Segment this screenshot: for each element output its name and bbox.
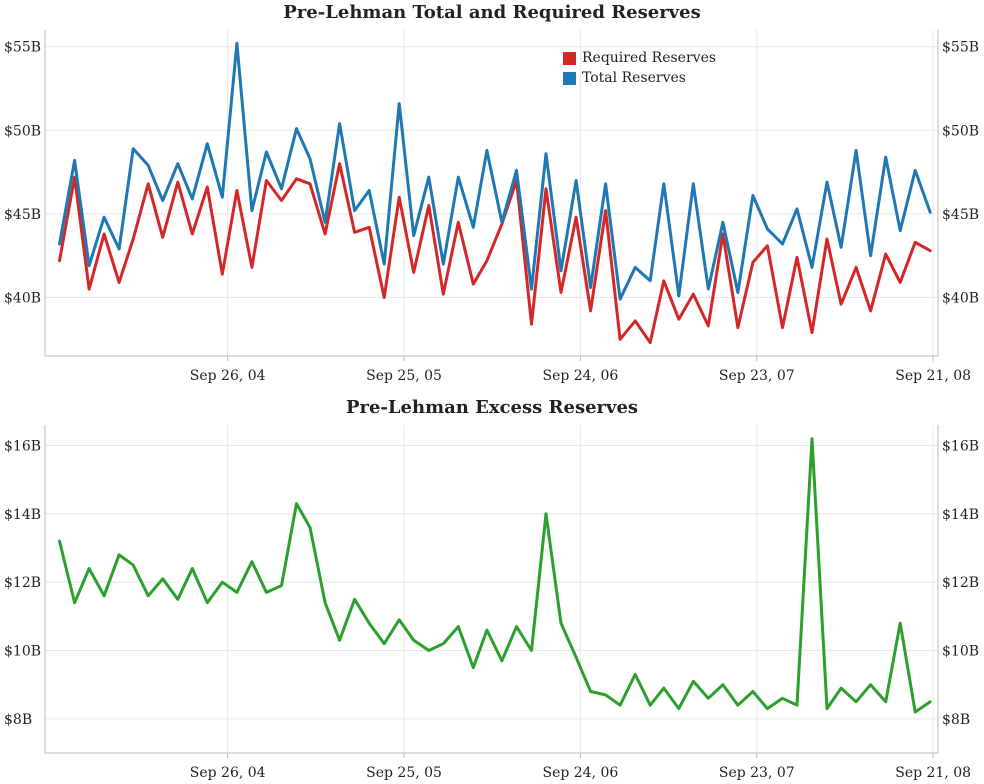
x-tick-label: Sep 24, 06 (542, 765, 618, 781)
series-line-excess-reserves (58, 437, 932, 714)
y-tick-label-left: $50B (4, 123, 41, 139)
y-tick-label-left: $10B (4, 644, 41, 660)
y-tick-label-right: $12B (942, 575, 979, 591)
chart-title: Pre-Lehman Total and Required Reserves (283, 2, 701, 23)
x-tick-label: Sep 25, 05 (366, 765, 442, 781)
y-tick-label-right: $10B (942, 644, 979, 660)
x-tick-label: Sep 21, 08 (895, 368, 971, 384)
x-tick-label: Sep 26, 04 (190, 765, 266, 781)
excess-panel: Pre-Lehman Excess Reserves $8B $8B $10B $10… (0, 395, 984, 784)
x-tick-label: Sep 25, 05 (366, 368, 442, 384)
legend-label-required: Required Reserves (582, 50, 717, 66)
reserves-panel: Pre-Lehman Total and Required Reserves $… (4, 2, 979, 384)
y-tick-label-left: $45B (4, 207, 41, 223)
x-tick-label: Sep 21, 08 (895, 765, 971, 781)
y-tick-label-right: $40B (942, 290, 979, 306)
y-tick-label-left: $8B (4, 712, 32, 728)
x-tick-label: Sep 23, 07 (719, 368, 795, 384)
legend-swatch-total (563, 71, 576, 85)
y-tick-label-right: $14B (942, 507, 979, 523)
legend-swatch-required (563, 51, 576, 65)
series-line-total-reserves (58, 41, 932, 301)
y-tick-label-right: $50B (942, 123, 979, 139)
y-tick-label-right: $55B (942, 40, 979, 56)
legend-item-required: Required Reserves (563, 48, 716, 68)
y-tick-label-left: $55B (4, 40, 41, 56)
excess-chart: $8B $8B $10B $10B $12B $12B $14B $14B $16B $16B Se… (4, 425, 979, 781)
legend-label-total: Total Reserves (582, 70, 686, 86)
y-tick-label-right: $8B (942, 712, 970, 728)
legend: Required Reserves Total Reserves (563, 48, 716, 88)
y-tick-label-left: $16B (4, 439, 41, 455)
chart-title: Pre-Lehman Excess Reserves (345, 397, 639, 418)
y-tick-label-left: $14B (4, 507, 41, 523)
y-tick-label-right: $16B (942, 439, 979, 455)
x-tick-label: Sep 26, 04 (190, 368, 266, 384)
reserves-chart: $40B $40B $45B $45B $50B $50B $55B $55B Sep 26, … (4, 30, 979, 384)
y-tick-label-left: $40B (4, 290, 41, 306)
x-tick-label: Sep 23, 07 (719, 765, 795, 781)
y-tick-label-left: $12B (4, 575, 41, 591)
series-line-required-reserves (58, 162, 932, 345)
y-tick-label-right: $45B (942, 207, 979, 223)
legend-item-total: Total Reserves (563, 68, 716, 88)
x-tick-label: Sep 24, 06 (542, 368, 618, 384)
